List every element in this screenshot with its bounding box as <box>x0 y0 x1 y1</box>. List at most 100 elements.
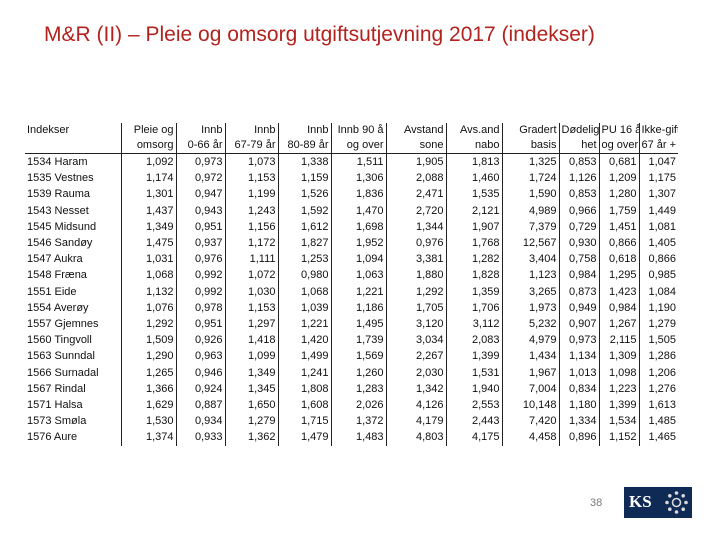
index-value-cell: 1,423 <box>598 283 639 300</box>
index-value-cell: 0,966 <box>558 202 599 219</box>
index-value-cell: 1,175 <box>638 170 678 187</box>
index-value-cell: 1,152 <box>598 429 639 446</box>
index-value-cell: 0,949 <box>558 299 599 317</box>
column-header: Dødelig <box>558 123 599 138</box>
index-value-cell: 1,283 <box>330 380 386 398</box>
index-value-cell: 1,952 <box>330 235 386 252</box>
index-value-cell: 0,934 <box>175 413 225 430</box>
table-row: 1551 Eide 1,132 0,992 1,030 1,068 1,221 1,292 1… <box>25 283 678 300</box>
index-value-cell: 1,265 <box>120 364 176 381</box>
index-value-cell: 7,004 <box>501 380 559 398</box>
index-value-cell: 1,039 <box>277 299 331 317</box>
index-value-cell: 1,243 <box>224 202 278 219</box>
index-value-cell: 1,180 <box>558 397 599 414</box>
table-header-row-2: omsorg 0-66 år 67-79 år 80-89 år og over sone… <box>25 138 678 154</box>
index-value-cell: 1,836 <box>330 186 386 203</box>
column-header: Ikke-gifte <box>638 123 678 138</box>
index-value-cell: 1,267 <box>598 316 639 333</box>
index-value-cell: 1,153 <box>224 299 278 317</box>
index-value-cell: 1,828 <box>445 267 502 284</box>
index-value-cell: 3,404 <box>501 251 559 268</box>
index-value-cell: 1,359 <box>445 283 502 300</box>
index-value-cell: 1,344 <box>385 218 446 236</box>
page-number: 38 <box>590 497 603 509</box>
index-value-cell: 1,449 <box>638 202 678 219</box>
table-row: 1534 Haram 1,092 0,973 1,073 1,338 1,511 1,905… <box>25 153 678 171</box>
index-value-cell: 0,973 <box>558 332 599 349</box>
index-value-cell: 1,569 <box>330 348 386 365</box>
index-value-cell: 1,094 <box>330 251 386 268</box>
index-value-cell: 2,443 <box>445 413 502 430</box>
table-row: 1543 Nesset 1,437 0,943 1,243 1,592 1,470 2,72… <box>25 202 678 219</box>
index-value-cell: 1,418 <box>224 332 278 349</box>
column-header: PU 16 år <box>598 123 639 138</box>
index-value-cell: 1,698 <box>330 218 386 236</box>
index-value-cell: 4,989 <box>501 202 559 219</box>
index-value-cell: 2,088 <box>385 170 446 187</box>
table-row: 1563 Sunndal 1,290 0,963 1,099 1,499 1,569 2,2… <box>25 348 678 365</box>
index-value-cell: 7,420 <box>501 413 559 430</box>
index-value-cell: 1,526 <box>277 186 331 203</box>
column-subheader: 80-89 år <box>277 138 331 154</box>
municipality-cell: 1573 Smøla <box>27 415 87 428</box>
index-value-cell: 0,933 <box>175 429 225 446</box>
index-value-cell: 0,873 <box>558 283 599 300</box>
index-value-cell: 1,221 <box>330 283 386 300</box>
table-row: 1546 Sandøy 1,475 0,937 1,172 1,827 1,952 0,97… <box>25 235 678 252</box>
index-value-cell: 0,951 <box>175 218 225 236</box>
index-value-cell: 1,084 <box>638 283 678 300</box>
index-value-cell: 1,590 <box>501 186 559 203</box>
index-value-cell: 1,098 <box>598 364 639 381</box>
index-value-cell: 0,984 <box>558 267 599 284</box>
index-value-cell: 3,034 <box>385 332 446 349</box>
column-subheader: nabo <box>445 138 502 154</box>
column-header: Indekser <box>27 124 70 136</box>
municipality-cell: 1563 Sunndal <box>27 350 95 363</box>
index-value-cell: 10,148 <box>501 397 559 414</box>
index-value-cell: 0,866 <box>638 251 678 268</box>
index-value-cell: 1,345 <box>224 380 278 398</box>
municipality-cell: 1545 Midsund <box>27 220 97 233</box>
index-value-cell: 1,973 <box>501 299 559 317</box>
index-value-cell: 0,951 <box>175 316 225 333</box>
ks-logo-text: KS <box>629 492 652 511</box>
index-value-cell: 1,349 <box>224 364 278 381</box>
index-value-cell: 1,134 <box>558 348 599 365</box>
municipality-cell: 1560 Tingvoll <box>27 334 92 347</box>
table-row: 1571 Halsa 1,629 0,887 1,650 1,608 2,026 4,126… <box>25 397 678 414</box>
index-value-cell: 1,405 <box>638 235 678 252</box>
column-subheader <box>25 138 121 154</box>
index-value-cell: 0,972 <box>175 170 225 187</box>
table-row: 1535 Vestnes 1,174 0,972 1,153 1,159 1,306 2,0… <box>25 170 678 187</box>
index-value-cell: 1,613 <box>638 397 678 414</box>
column-subheader: 0-66 år <box>175 138 225 154</box>
table-body: 1534 Haram 1,092 0,973 1,073 1,338 1,511 1,905… <box>25 153 678 446</box>
column-header: Innb <box>224 123 278 138</box>
index-value-cell: 1,759 <box>598 202 639 219</box>
index-value-cell: 0,930 <box>558 235 599 252</box>
index-value-cell: 1,292 <box>385 283 446 300</box>
index-value-cell: 1,159 <box>277 170 331 187</box>
index-value-cell: 1,530 <box>120 413 176 430</box>
municipality-cell: 1551 Eide <box>27 285 77 298</box>
index-value-cell: 1,013 <box>558 364 599 381</box>
column-header: Innb 90 å <box>330 123 386 138</box>
index-value-cell: 1,399 <box>598 397 639 414</box>
table-row: 1567 Rindal 1,366 0,924 1,345 1,808 1,283 1,34… <box>25 380 678 398</box>
index-value-cell: 2,026 <box>330 397 386 414</box>
index-value-cell: 1,280 <box>598 186 639 203</box>
index-value-cell: 1,295 <box>598 267 639 284</box>
index-value-cell: 0,618 <box>598 251 639 268</box>
index-value-cell: 4,458 <box>501 429 559 446</box>
index-value-cell: 1,030 <box>224 283 278 300</box>
index-value-cell: 1,223 <box>598 380 639 398</box>
index-value-cell: 0,978 <box>175 299 225 317</box>
municipality-cell: 1576 Aure <box>27 431 78 444</box>
index-value-cell: 1,531 <box>445 364 502 381</box>
column-subheader: og over <box>598 138 639 154</box>
index-value-cell: 0,896 <box>558 429 599 446</box>
index-value-cell: 1,286 <box>638 348 678 365</box>
index-value-cell: 1,132 <box>120 283 176 300</box>
index-value-cell: 1,073 <box>224 153 278 171</box>
index-value-cell: 0,866 <box>598 235 639 252</box>
